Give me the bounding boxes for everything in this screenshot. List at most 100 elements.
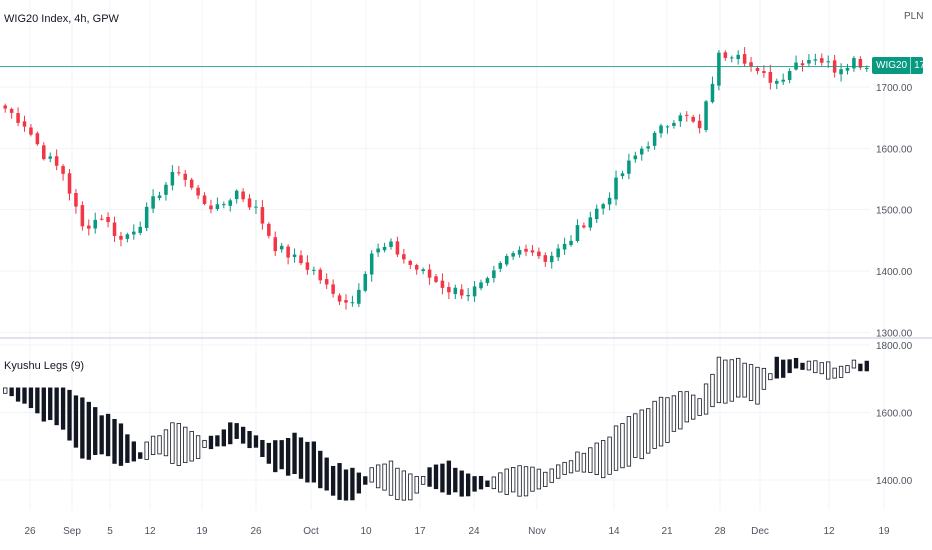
kyushu-leg-bar — [864, 360, 869, 372]
candle-body — [99, 218, 104, 220]
time-tick-label: Sep — [63, 526, 81, 537]
candle-body — [459, 289, 464, 296]
time-tick-label: 19 — [878, 526, 890, 537]
candle-body — [729, 57, 734, 59]
price-badge-value: 1733.46 — [914, 60, 932, 71]
kyushu-leg-bar — [472, 476, 477, 492]
candle-body — [652, 132, 657, 146]
kyushu-leg-bar — [813, 360, 818, 374]
kyushu-leg-bar — [536, 468, 542, 490]
price-badge-symbol: WIG20 — [872, 57, 912, 74]
candle-body — [215, 204, 220, 210]
candle-body — [132, 231, 136, 235]
kyushu-leg-bar — [337, 463, 342, 500]
candle-body — [440, 280, 445, 288]
kyushu-leg-bar — [543, 471, 548, 488]
kyushu-leg-bar — [105, 413, 111, 457]
candle-body — [164, 184, 168, 195]
candle-body — [3, 105, 7, 109]
kyushu-leg-bar — [427, 467, 432, 487]
kyushu-leg-bar — [498, 472, 503, 493]
kyushu-leg-bar — [67, 389, 72, 441]
kyushu-leg-bar — [414, 476, 419, 494]
time-tick-label: 5 — [107, 526, 113, 537]
kyushu-leg-bar — [575, 451, 580, 472]
kyushu-leg-bar — [138, 452, 143, 459]
kyushu-leg-bar — [54, 387, 59, 426]
kyushu-leg-bar — [35, 387, 40, 414]
indicator-tick-label: 1800.00 — [876, 341, 913, 352]
time-tick-label: Dec — [751, 526, 769, 537]
kyushu-leg-bar — [523, 466, 529, 497]
kyushu-leg-bar — [176, 423, 181, 466]
kyushu-leg-bar — [478, 475, 484, 490]
kyushu-leg-bar — [504, 468, 509, 495]
last-price-badge: WIG20 1733.46 — [872, 57, 932, 74]
kyushu-leg-bar — [131, 441, 136, 462]
candle-body — [845, 67, 850, 71]
kyushu-leg-bar — [446, 460, 452, 495]
kyushu-leg-bar — [768, 373, 773, 381]
kyushu-leg-bar — [15, 387, 21, 402]
candle-body — [376, 248, 380, 253]
candle-body — [196, 187, 200, 196]
kyushu-leg-bar — [305, 441, 310, 483]
kyushu-leg-bar — [144, 441, 149, 460]
candle-body — [447, 286, 451, 293]
candle-body — [646, 146, 650, 149]
candle-body — [704, 101, 708, 130]
candle-body — [273, 237, 278, 252]
candle-body — [858, 58, 863, 68]
candle-body — [569, 240, 573, 245]
time-axis[interactable]: 26 Sep 5 12 19 26 Oct 10 17 24 Nov 14 21 28 Dec 12 19 — [24, 526, 890, 537]
candle-body — [9, 108, 14, 113]
candle-body — [395, 241, 400, 255]
candle-body — [112, 222, 117, 236]
kyushu-leg-bar — [620, 423, 625, 469]
candle-body — [813, 59, 818, 61]
candle-body — [29, 127, 33, 135]
candle-body — [511, 253, 515, 257]
candle-body — [762, 71, 766, 73]
kyushu-leg-bar — [125, 434, 130, 463]
candle-body — [48, 156, 52, 159]
kyushu-leg-bar — [292, 432, 297, 475]
candle-body — [299, 255, 303, 264]
price-tick-label: 1700.00 — [876, 83, 913, 94]
price-axis[interactable]: 1300.00 1400.00 1500.00 1600.00 1700.00 1400.… — [876, 83, 913, 487]
kyushu-leg-bar — [684, 391, 689, 423]
kyushu-leg-bar — [408, 473, 413, 501]
kyushu-leg-bar — [93, 407, 98, 455]
kyushu-leg-bar — [465, 473, 471, 497]
candle-body — [588, 217, 593, 228]
candle-body — [222, 204, 226, 206]
kyushu-leg-bar — [626, 416, 632, 467]
kyushu-leg-bar — [530, 466, 535, 492]
candle-body — [42, 145, 46, 160]
kyushu-leg-bar — [208, 435, 214, 450]
candle-body — [144, 206, 149, 229]
kyushu-leg-bar — [266, 442, 271, 464]
candle-body — [305, 262, 310, 270]
candle-body — [517, 249, 522, 255]
kyushu-leg-bar — [86, 401, 91, 460]
kyushu-leg-bar — [324, 457, 329, 491]
kyushu-leg-bar — [170, 422, 175, 464]
kyushu-leg-bar — [639, 409, 644, 460]
candle-body — [61, 166, 65, 174]
kyushu-leg-bar — [73, 395, 79, 448]
kyushu-leg-bar — [742, 362, 747, 398]
candle-body — [820, 58, 824, 63]
kyushu-leg-bar — [459, 470, 464, 497]
candle-body — [627, 160, 631, 174]
candle-body — [331, 284, 335, 294]
kyushu-leg-bar — [215, 435, 220, 447]
candle-body — [427, 269, 432, 278]
kyushu-leg-bar — [9, 387, 14, 397]
kyushu-leg-bar — [401, 470, 407, 501]
candle-body — [466, 295, 470, 297]
candle-body — [620, 173, 625, 177]
time-tick-label: 26 — [24, 526, 36, 537]
candle-body — [267, 223, 271, 236]
